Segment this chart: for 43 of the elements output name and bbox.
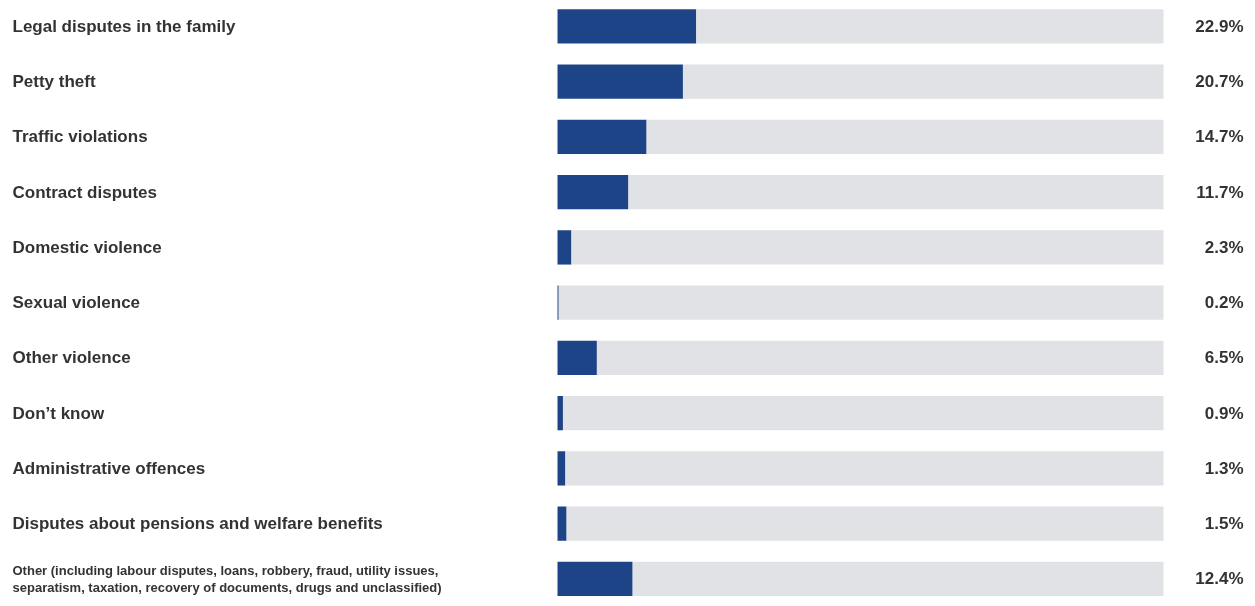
y-tick-label: Petty theft (12, 72, 96, 92)
y-tick-label: Don’t know (12, 403, 105, 423)
y-tick-label: Legal disputes in the family (12, 16, 236, 36)
y-tick-label: Sexual violence (12, 293, 141, 313)
bar (558, 285, 1164, 320)
data-label: 1.5% (1204, 514, 1244, 534)
bar (596, 340, 1164, 376)
y-tick-label: Traffic violations (12, 127, 148, 147)
y-tick-label: Administrative offences (12, 458, 206, 478)
y-tick-label: Contract disputes (12, 182, 158, 202)
bar (632, 561, 1164, 596)
bar (565, 451, 1164, 486)
y-tick-label: Disputes about pensions and welfare benefits (12, 514, 383, 534)
data-label: 6.5% (1204, 348, 1244, 368)
bar (557, 396, 563, 431)
bar (682, 64, 1164, 99)
data-label: 14.7% (1195, 127, 1244, 147)
bar (571, 230, 1164, 265)
data-label: 0.2% (1204, 293, 1244, 313)
data-label: 20.7% (1195, 72, 1244, 92)
data-label: 1.3% (1204, 458, 1244, 478)
data-label: 2.3% (1204, 237, 1244, 257)
y-tick-label: Other violence (12, 348, 131, 368)
y-tick-label: Other (including labour disputes, loans, robbery, fraud, utility issues, separatism, taxation, recovery of documents, drugs and unclassified) (12, 562, 442, 595)
data-label: 22.9% (1195, 16, 1244, 36)
bar (628, 175, 1164, 210)
data-label: 0.9% (1204, 403, 1244, 423)
bar (646, 119, 1164, 155)
bar (557, 506, 567, 541)
bar (557, 119, 647, 155)
data-label: 11.7% (1196, 182, 1244, 202)
bar (557, 451, 566, 486)
y-tick-label: Domestic violence (12, 237, 162, 257)
bar (557, 64, 683, 99)
data-label: 12.4% (1195, 569, 1244, 589)
bar (557, 9, 697, 44)
bar (557, 561, 633, 596)
bar (696, 9, 1164, 44)
bar (557, 175, 629, 210)
bar (557, 230, 572, 265)
bar (562, 396, 1164, 431)
bar (557, 340, 597, 376)
bar (566, 506, 1164, 541)
